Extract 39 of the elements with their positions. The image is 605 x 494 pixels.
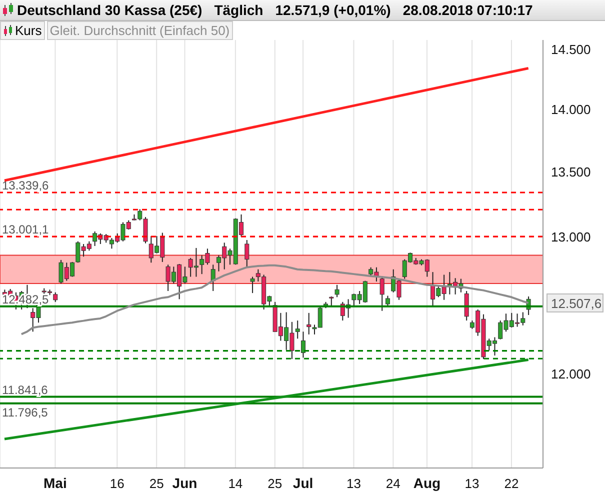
x-tick-label: 24 — [386, 476, 400, 491]
candlestick — [306, 312, 312, 335]
ref-line-label: 13.001,1 — [2, 222, 50, 237]
legend-label: Kurs — [0, 21, 45, 40]
candlestick — [464, 290, 469, 322]
candlestick — [53, 292, 58, 302]
y-tick-label: 13.000 — [551, 229, 591, 244]
ref-line-label: 11.841,6 — [2, 382, 48, 397]
ref-line-label: 13.339,6 — [2, 178, 50, 192]
text: 12.571,9 (+0,01%) — [275, 2, 391, 18]
candlestick — [385, 295, 390, 308]
text: Gleit. Durchschnitt (Einfach 50) — [46, 21, 233, 40]
text: Täglich — [214, 2, 264, 18]
candlestick — [380, 276, 384, 312]
text: 28.08.2018 07:10:17 — [402, 2, 533, 18]
x-tick-label: 14 — [228, 476, 243, 491]
y-tick-label: 14.000 — [551, 102, 591, 118]
candlestick — [295, 320, 300, 340]
x-tick-label: Jun — [172, 475, 198, 491]
ref-line-label: 11.796,5 — [2, 405, 48, 420]
x-tick-label: Jul — [292, 475, 314, 491]
candlestick — [244, 240, 250, 268]
y-tick-label: 14.500 — [551, 42, 591, 58]
x-tick-label: 25 — [149, 476, 164, 491]
chart-title: Deutschland 30 Kassa (25€) — [17, 2, 202, 18]
x-tick-label: 13 — [346, 476, 361, 491]
x-tick-label: 22 — [504, 476, 519, 491]
x-tick-label: Aug — [413, 475, 441, 491]
y-tick-label: 12.000 — [551, 366, 591, 382]
x-tick-label: 13 — [464, 476, 480, 491]
candlestick — [300, 331, 306, 358]
candlestick — [334, 284, 340, 298]
candlestick — [329, 296, 334, 308]
x-tick-label: 16 — [110, 476, 124, 491]
candlestick — [250, 276, 255, 294]
text: 12.507,6 — [551, 296, 602, 311]
x-tick-label: 25 — [268, 476, 282, 491]
x-tick-label: Mai — [44, 475, 67, 491]
y-tick-label: 13.500 — [551, 164, 591, 180]
